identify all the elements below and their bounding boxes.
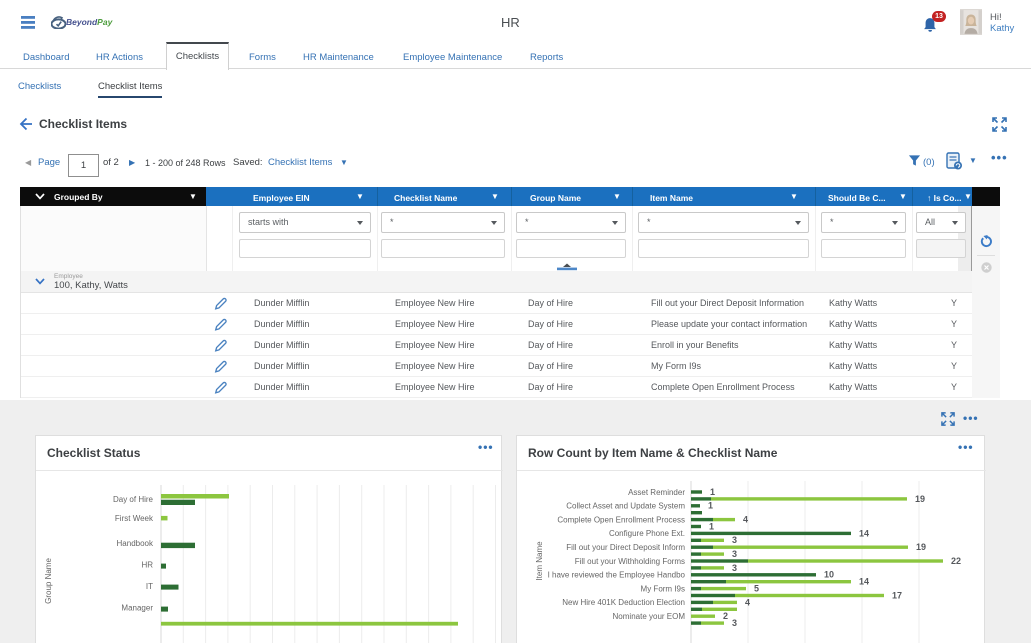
svg-text:Group Name: Group Name	[44, 558, 53, 604]
svg-text:IT: IT	[146, 582, 153, 591]
svg-text:Configure Phone Ext.: Configure Phone Ext.	[609, 529, 685, 538]
svg-text:3: 3	[732, 618, 737, 628]
svg-text:4: 4	[745, 597, 750, 607]
svg-text:1: 1	[710, 487, 715, 497]
svg-text:10: 10	[824, 570, 834, 580]
svg-text:17: 17	[892, 590, 902, 600]
svg-text:My Form I9s: My Form I9s	[641, 584, 685, 593]
svg-text:14: 14	[859, 528, 869, 538]
svg-text:Day of Hire: Day of Hire	[113, 495, 154, 504]
svg-text:First Week: First Week	[115, 514, 154, 523]
svg-text:HR: HR	[141, 561, 153, 570]
svg-text:Asset Reminder: Asset Reminder	[628, 488, 685, 497]
svg-text:1: 1	[708, 501, 713, 511]
svg-text:19: 19	[915, 494, 925, 504]
svg-text:Item Name: Item Name	[535, 541, 544, 581]
svg-text:Fill out your Withholding Form: Fill out your Withholding Forms	[575, 557, 685, 566]
svg-text:3: 3	[732, 535, 737, 545]
svg-text:Handbook: Handbook	[117, 539, 154, 548]
svg-text:3: 3	[732, 549, 737, 559]
svg-text:2: 2	[723, 611, 728, 621]
svg-text:19: 19	[916, 542, 926, 552]
svg-text:Fill out your Direct Deposit I: Fill out your Direct Deposit Inform	[566, 543, 685, 552]
svg-text:New Hire 401K Deduction Electi: New Hire 401K Deduction Election	[562, 598, 685, 607]
svg-text:Complete Open Enrollment Proce: Complete Open Enrollment Process	[557, 515, 685, 524]
svg-text:Manager: Manager	[121, 604, 153, 613]
svg-text:1: 1	[709, 521, 714, 531]
svg-text:5: 5	[754, 584, 759, 594]
svg-text:4: 4	[743, 515, 748, 525]
svg-text:14: 14	[859, 577, 869, 587]
svg-text:Nominate your EOM: Nominate your EOM	[613, 612, 686, 621]
svg-text:Collect Asset and Update Syste: Collect Asset and Update System	[566, 502, 685, 511]
svg-text:I have reviewed the Employee H: I have reviewed the Employee Handbo	[548, 571, 686, 580]
svg-text:3: 3	[732, 563, 737, 573]
svg-text:22: 22	[951, 556, 961, 566]
